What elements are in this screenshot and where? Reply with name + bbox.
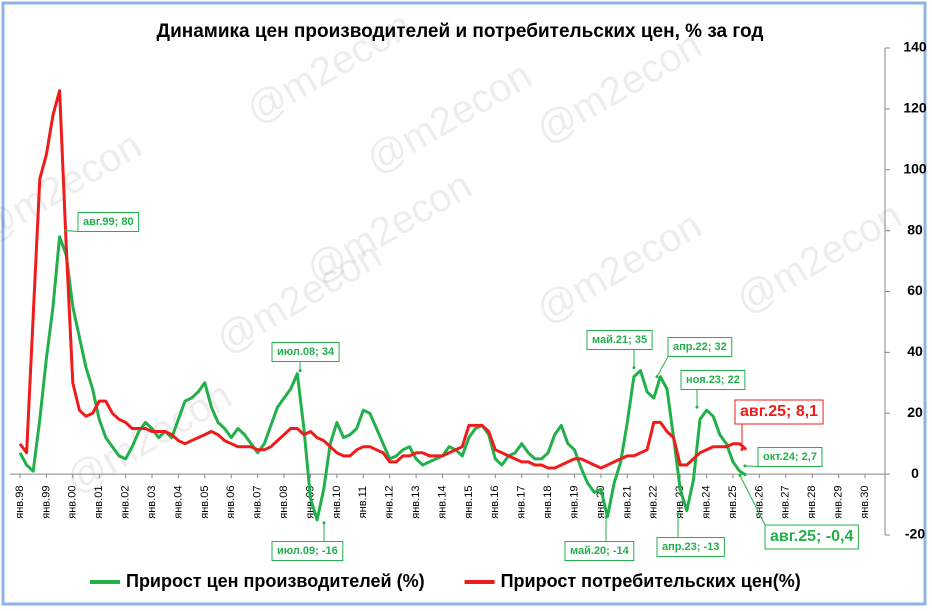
annotation-box <box>667 337 733 357</box>
y-tick-label: 40 <box>907 343 923 359</box>
annotation-label: апр.22; 32 <box>673 341 727 353</box>
x-tick-label: янв.26 <box>753 486 765 519</box>
annotation-point <box>298 369 302 373</box>
annotation-box <box>586 330 653 350</box>
annotation-box <box>764 524 859 550</box>
x-tick-label: янв.19 <box>568 486 580 519</box>
x-tick-label: янв.04 <box>172 486 184 519</box>
annotation-label: авг.25; 8,1 <box>740 403 818 420</box>
legend-label: Прирост потребительских цен(%) <box>501 571 801 591</box>
x-tick-label: янв.20 <box>595 486 607 519</box>
annotation-point <box>740 447 744 451</box>
x-tick-label: янв.29 <box>833 486 845 519</box>
y-tick-label: 20 <box>907 404 923 420</box>
annotation-label: окт.24; 2,7 <box>763 451 817 463</box>
annotation-label: июл.08; 34 <box>277 346 335 358</box>
x-tick-label: янв.27 <box>780 486 792 519</box>
x-tick-label: янв.13 <box>410 486 422 519</box>
x-tick-label: янв.30 <box>859 486 871 519</box>
annotation-point <box>322 521 326 525</box>
x-tick-label: янв.16 <box>489 486 501 519</box>
x-tick-label: янв.15 <box>463 486 475 519</box>
annotation-point <box>695 405 699 409</box>
x-tick-label: янв.08 <box>278 486 290 519</box>
annotation-box <box>271 342 340 362</box>
annotation-box <box>77 212 140 232</box>
annotation-leader <box>65 230 79 232</box>
annotation-box <box>680 370 746 390</box>
x-tick-label: янв.99 <box>40 486 52 519</box>
y-tick-label: 60 <box>907 282 923 298</box>
annotation-point <box>604 515 608 519</box>
annotation-box <box>271 541 344 561</box>
annotation-label: апр.23; -13 <box>662 541 719 553</box>
x-tick-label: янв.12 <box>384 486 396 519</box>
annotation-point <box>64 229 68 233</box>
y-tick-label: 140 <box>903 39 927 55</box>
x-tick-label: янв.05 <box>199 486 211 519</box>
annotation-point <box>632 366 636 370</box>
annotation-leader <box>744 465 759 467</box>
x-tick-label: янв.22 <box>648 486 660 519</box>
x-tick-label: янв.03 <box>146 486 158 519</box>
annotation-label: май.21; 35 <box>592 334 647 346</box>
annotation-label: июл.09; -16 <box>277 545 338 557</box>
x-tick-label: янв.07 <box>252 486 264 519</box>
annotation-point <box>743 464 747 468</box>
chart-title: Динамика цен производителей и потребител… <box>157 21 764 42</box>
annotation-label: авг.25; -0,4 <box>770 528 853 545</box>
annotation-point <box>738 473 742 477</box>
x-tick-label: янв.28 <box>806 486 818 519</box>
annotation-box <box>564 541 635 561</box>
x-tick-label: янв.02 <box>120 486 132 519</box>
y-tick-label: 120 <box>903 100 927 116</box>
x-tick-label: янв.17 <box>516 486 528 519</box>
legend-label: Прирост цен производителей (%) <box>126 571 425 591</box>
annotation-box <box>734 399 824 425</box>
annotation-box <box>656 537 725 557</box>
x-tick-label: янв.06 <box>225 486 237 519</box>
y-tick-label: -20 <box>905 526 925 542</box>
x-tick-label: янв.11 <box>357 486 369 518</box>
annotation-label: авг.99; 80 <box>83 216 134 228</box>
y-tick-label: 100 <box>903 160 927 176</box>
x-tick-label: янв.14 <box>436 486 448 519</box>
annotation-leader <box>739 475 766 526</box>
series-line <box>18 89 748 470</box>
annotation-label: ноя.23; 22 <box>686 374 740 386</box>
x-tick-label: янв.25 <box>727 486 739 519</box>
x-tick-label: янв.10 <box>331 486 343 519</box>
x-tick-label: янв.18 <box>542 486 554 519</box>
x-tick-label: янв.98 <box>14 486 26 519</box>
annotation-point <box>655 375 659 379</box>
y-tick-label: 0 <box>911 465 919 481</box>
annotation-label: май.20; -14 <box>570 545 630 557</box>
x-tick-label: янв.01 <box>93 486 105 519</box>
x-tick-label: янв.00 <box>67 486 79 519</box>
x-tick-label: янв.24 <box>700 486 712 519</box>
x-tick-label: янв.21 <box>621 486 633 519</box>
annotation-box <box>757 447 823 467</box>
annotation-point <box>676 512 680 516</box>
annotation-leader <box>656 356 669 377</box>
y-tick-label: 80 <box>907 221 923 237</box>
